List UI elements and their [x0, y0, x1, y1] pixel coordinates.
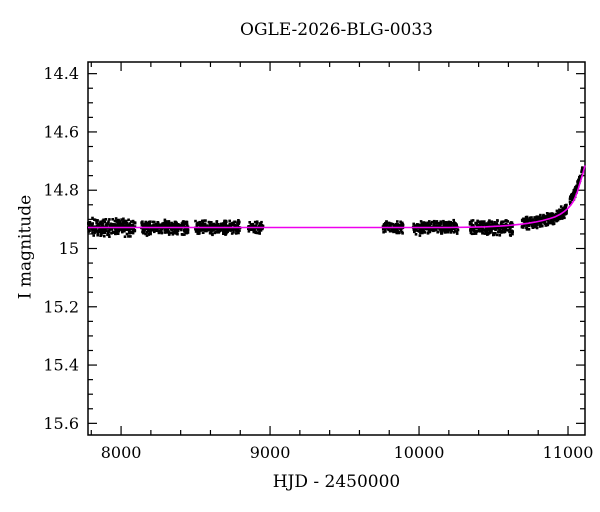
x-axis-label: HJD - 2450000: [272, 472, 401, 492]
axis-ticks: [88, 62, 585, 435]
chart-title: OGLE-2026-BLG-0033: [240, 20, 433, 40]
model-curve: [88, 165, 586, 229]
y-tick-label: 14.4: [43, 64, 79, 83]
y-tick-label: 15.6: [43, 414, 79, 433]
y-tick-label: 14.8: [43, 181, 79, 200]
y-axis-label: I magnitude: [15, 194, 36, 300]
y-tick-label: 15.2: [43, 297, 79, 316]
x-tick-labels: 8000 9000 10000 11000: [101, 443, 594, 462]
x-tick-label: 10000: [394, 443, 445, 462]
y-tick-label: 15.4: [43, 356, 79, 375]
plot-frame: [87, 61, 586, 436]
model-curve-group: [88, 165, 586, 229]
y-tick-labels: 14.4 14.6 14.8 15 15.2 15.4 15.6: [43, 64, 79, 433]
x-tick-label: 11000: [543, 443, 594, 462]
y-tick-label: 15: [59, 239, 79, 258]
x-tick-label: 9000: [250, 443, 291, 462]
x-tick-label: 8000: [101, 443, 142, 462]
y-tick-label: 14.6: [43, 122, 79, 141]
